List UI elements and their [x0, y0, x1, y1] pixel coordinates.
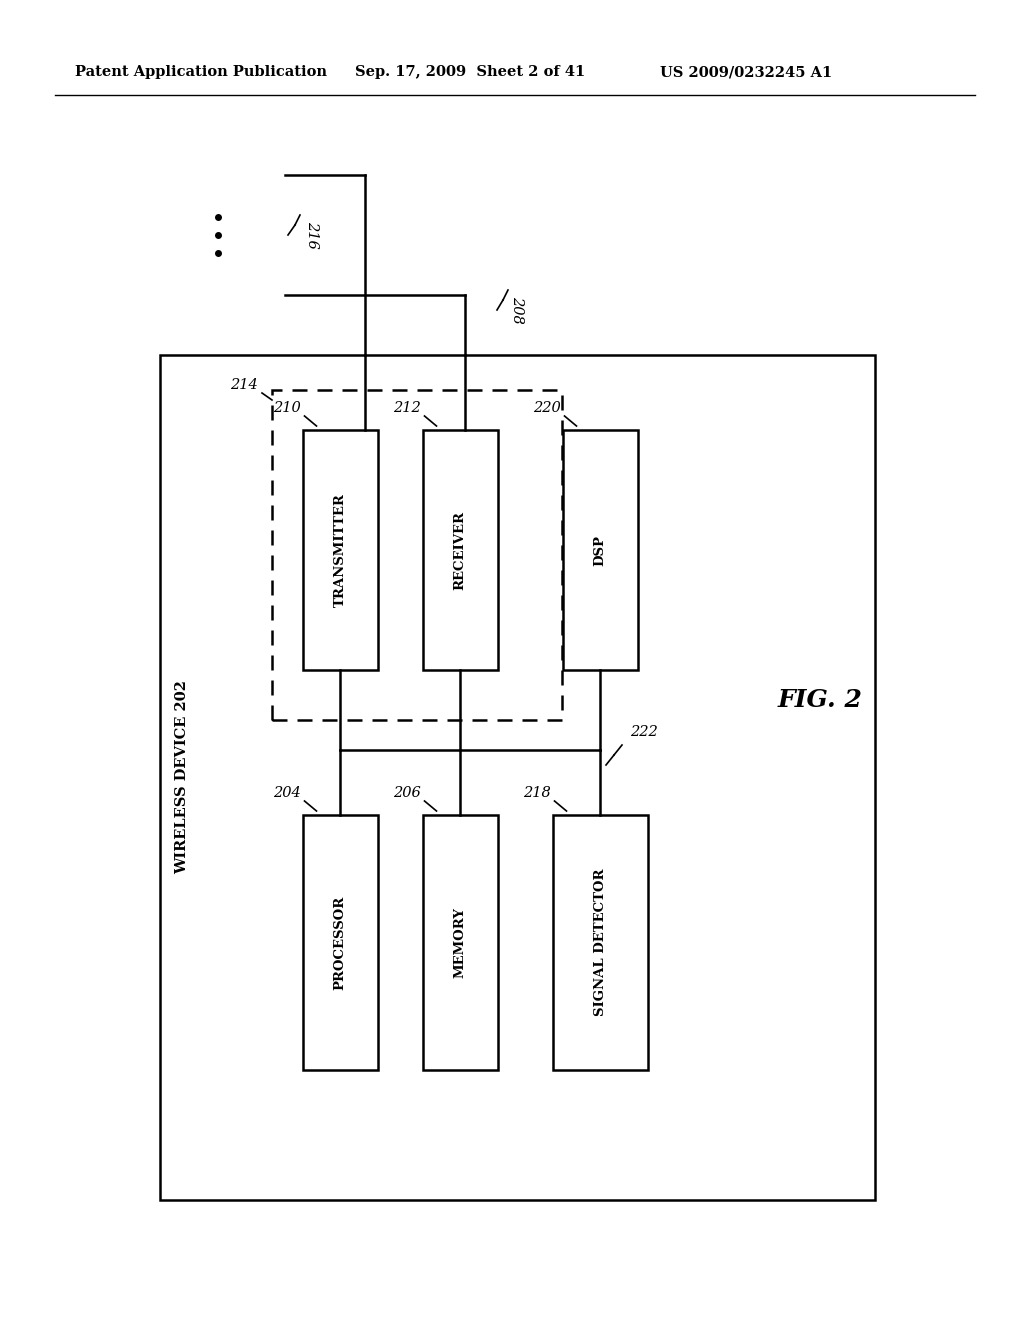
Bar [423, 814, 498, 1071]
Bar [302, 814, 378, 1071]
Text: MEMORY: MEMORY [454, 907, 467, 978]
Text: TRANSMITTER: TRANSMITTER [334, 494, 346, 607]
Bar [553, 814, 647, 1071]
Bar [562, 430, 638, 671]
Text: DSP: DSP [594, 535, 606, 565]
Text: 222: 222 [630, 725, 657, 739]
Text: US 2009/0232245 A1: US 2009/0232245 A1 [660, 65, 833, 79]
Text: Patent Application Publication: Patent Application Publication [75, 65, 327, 79]
Text: Sep. 17, 2009  Sheet 2 of 41: Sep. 17, 2009 Sheet 2 of 41 [355, 65, 586, 79]
Text: WIRELESS DEVICE 202: WIRELESS DEVICE 202 [175, 681, 189, 874]
Text: 210: 210 [272, 401, 300, 414]
Bar [302, 430, 378, 671]
Bar [423, 430, 498, 671]
Text: 206: 206 [393, 785, 421, 800]
Text: 218: 218 [522, 785, 551, 800]
Bar [272, 389, 562, 719]
Text: 212: 212 [393, 401, 421, 414]
Text: 204: 204 [272, 785, 300, 800]
Text: PROCESSOR: PROCESSOR [334, 895, 346, 990]
Text: 220: 220 [532, 401, 560, 414]
Text: FIG. 2: FIG. 2 [777, 688, 862, 711]
Text: 214: 214 [230, 378, 258, 392]
Text: 208: 208 [510, 296, 524, 323]
Text: SIGNAL DETECTOR: SIGNAL DETECTOR [594, 869, 606, 1016]
Text: RECEIVER: RECEIVER [454, 511, 467, 590]
Text: 216: 216 [305, 222, 319, 249]
Bar [160, 355, 874, 1200]
